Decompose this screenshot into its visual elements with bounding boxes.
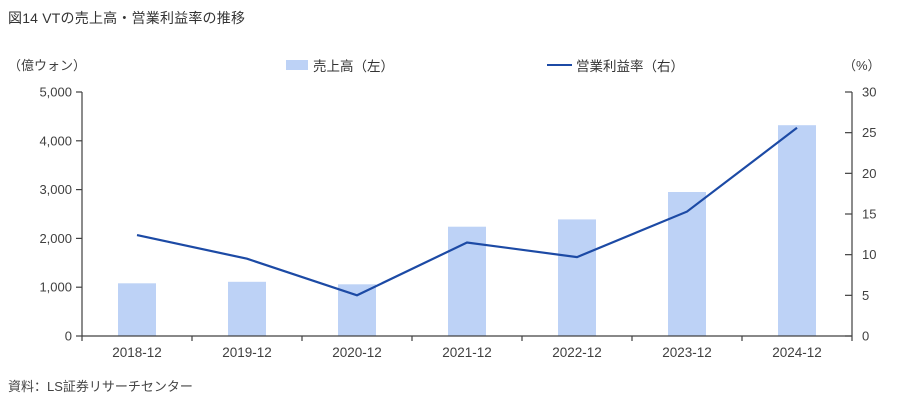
x-axis-label: 2024-12 <box>772 345 822 360</box>
right-axis-tick-label: 30 <box>862 85 876 100</box>
bar-legend-swatch <box>286 60 308 70</box>
x-axis-label: 2022-12 <box>552 345 602 360</box>
left-axis-unit: （億ウォン） <box>8 58 87 73</box>
bar-2022-12 <box>558 219 596 336</box>
operating-margin-line <box>136 126 798 297</box>
left-axis-tick-label: 1,000 <box>39 280 72 295</box>
bar-2018-12 <box>118 283 156 336</box>
left-axis-tick-label: 4,000 <box>39 133 72 148</box>
x-axis-label: 2023-12 <box>662 345 712 360</box>
right-axis-tick-label: 0 <box>862 329 869 344</box>
left-axis-tick-label: 0 <box>65 329 72 344</box>
right-axis-unit: （%） <box>843 58 881 73</box>
bar-2023-12 <box>668 192 706 336</box>
legend-label-sales: 売上高（左） <box>313 59 394 74</box>
x-axis-label: 2018-12 <box>112 345 162 360</box>
line-legend-swatch <box>547 64 572 66</box>
x-axis-label: 2020-12 <box>332 345 382 360</box>
legend-item-sales: 売上高（左） <box>286 57 394 74</box>
x-axis-label: 2019-12 <box>222 345 272 360</box>
legend-item-margin: 営業利益率（右） <box>547 57 684 74</box>
bar-2024-12 <box>778 125 816 336</box>
left-axis-tick-label: 5,000 <box>39 85 72 100</box>
bar-2020-12 <box>338 284 376 336</box>
bar-2019-12 <box>228 281 266 336</box>
chart-title: 図14 VTの売上高・営業利益率の推移 <box>8 10 246 26</box>
x-axis-label: 2021-12 <box>442 345 492 360</box>
right-axis-tick-label: 5 <box>862 288 869 303</box>
right-axis-tick-label: 15 <box>862 207 876 222</box>
left-axis-tick-label: 3,000 <box>39 182 72 197</box>
legend-label-margin: 営業利益率（右） <box>576 59 684 74</box>
right-axis-tick-label: 25 <box>862 125 876 140</box>
left-axis-tick-label: 2,000 <box>39 231 72 246</box>
source-note: 資料：LS証券リサーチセンター <box>8 379 193 394</box>
right-axis-tick-label: 10 <box>862 247 876 262</box>
right-axis-tick-label: 20 <box>862 166 876 181</box>
